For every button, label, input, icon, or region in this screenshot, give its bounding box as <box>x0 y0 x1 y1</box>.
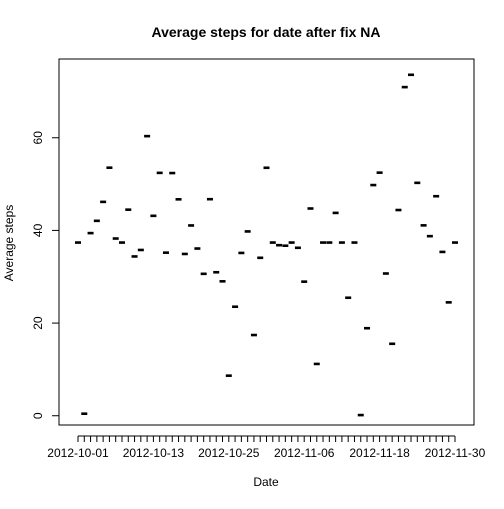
data-point <box>244 230 251 233</box>
data-point <box>276 243 283 247</box>
data-point <box>263 166 270 170</box>
y-tick-label: 20 <box>31 316 45 330</box>
y-tick-label: 0 <box>31 412 45 419</box>
data-point <box>389 342 396 346</box>
y-axis: 0 20 40 60 <box>31 131 60 419</box>
data-point <box>175 198 182 201</box>
data-point <box>269 241 276 244</box>
data-point <box>118 241 125 244</box>
data-point <box>351 241 358 244</box>
x-tick-label: 2012-10-01 <box>47 446 109 460</box>
data-point <box>213 270 220 274</box>
data-point <box>188 224 195 227</box>
data-point <box>232 305 239 309</box>
data-point <box>282 244 289 248</box>
data-point <box>382 272 389 275</box>
data-point <box>401 85 408 89</box>
data-point <box>87 231 94 235</box>
data-point <box>150 214 157 218</box>
data-point <box>169 171 176 175</box>
data-point <box>106 166 113 169</box>
data-point <box>257 256 264 260</box>
data-point <box>137 248 144 252</box>
data-point <box>112 237 119 240</box>
data-point <box>144 134 151 138</box>
data-point <box>345 296 352 300</box>
data-point <box>364 326 371 330</box>
x-tick-label: 2012-10-13 <box>123 446 185 460</box>
data-point <box>357 413 364 417</box>
data-point <box>250 333 257 337</box>
x-tick-label: 2012-11-06 <box>274 446 335 460</box>
data-point <box>162 251 169 254</box>
chart-title: Average steps for date after fix NA <box>152 24 381 40</box>
data-point <box>206 197 213 201</box>
data-point <box>414 181 421 185</box>
data-point <box>332 211 339 215</box>
data-point <box>294 246 301 250</box>
data-point <box>93 219 100 223</box>
data-point <box>313 362 320 366</box>
data-point <box>408 73 415 77</box>
y-axis-label: Average steps <box>2 205 16 282</box>
data-point <box>75 241 81 244</box>
data-point <box>420 224 427 227</box>
y-tick-label: 40 <box>31 223 45 237</box>
data-point <box>100 200 107 204</box>
x-axis-label: Date <box>253 475 279 489</box>
data-point <box>131 255 138 258</box>
data-point <box>200 272 207 276</box>
data-point <box>452 241 458 244</box>
data-point <box>81 412 88 415</box>
data-points <box>75 73 458 417</box>
y-tick-label: 60 <box>31 131 45 145</box>
data-point <box>194 247 201 250</box>
data-point <box>320 241 327 244</box>
data-point <box>376 171 383 174</box>
data-point <box>219 280 226 283</box>
data-point <box>439 250 446 254</box>
data-point <box>395 208 402 212</box>
data-point <box>156 171 163 175</box>
data-point <box>288 241 295 244</box>
data-point <box>426 234 433 238</box>
data-point <box>225 374 232 377</box>
data-point <box>445 301 452 304</box>
x-axis: 2012-10-01 2012-10-13 2012-10-25 2012-11-06… <box>47 435 486 460</box>
data-point <box>125 208 132 211</box>
data-point <box>307 207 314 210</box>
x-tick-label: 2012-11-18 <box>349 446 410 460</box>
data-point <box>301 280 308 283</box>
data-point <box>433 194 440 198</box>
data-point <box>338 241 345 244</box>
data-point <box>326 241 333 244</box>
x-tick-label: 2012-11-30 <box>425 446 486 460</box>
data-point <box>181 252 188 256</box>
x-tick-label: 2012-10-25 <box>198 446 260 460</box>
data-point <box>370 183 377 187</box>
data-point <box>238 251 245 255</box>
